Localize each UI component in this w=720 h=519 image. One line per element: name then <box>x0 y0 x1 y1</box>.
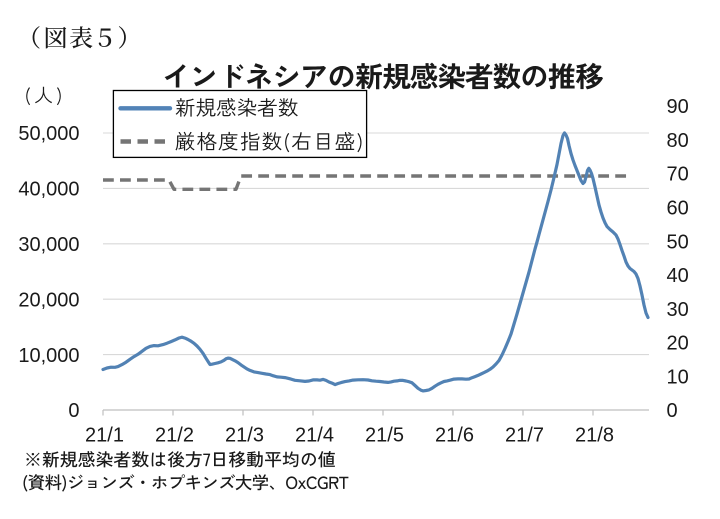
svg-text:21/8: 21/8 <box>575 425 614 447</box>
svg-text:80: 80 <box>667 130 689 152</box>
svg-text:10,000: 10,000 <box>18 345 79 367</box>
svg-text:30,000: 30,000 <box>18 234 79 256</box>
svg-text:21/2: 21/2 <box>155 425 194 447</box>
svg-text:70: 70 <box>667 164 689 186</box>
svg-text:50,000: 50,000 <box>18 123 79 145</box>
svg-text:50: 50 <box>667 231 689 253</box>
svg-text:30: 30 <box>667 299 689 321</box>
svg-text:60: 60 <box>667 198 689 220</box>
svg-text:0: 0 <box>667 400 678 422</box>
svg-text:21/5: 21/5 <box>365 425 404 447</box>
svg-text:21/1: 21/1 <box>85 425 124 447</box>
svg-text:90: 90 <box>667 96 689 118</box>
svg-text:21/7: 21/7 <box>505 425 544 447</box>
svg-text:0: 0 <box>68 400 79 422</box>
svg-text:40: 40 <box>667 265 689 287</box>
svg-text:21/6: 21/6 <box>435 425 474 447</box>
svg-text:40,000: 40,000 <box>18 179 79 201</box>
svg-text:20: 20 <box>667 333 689 355</box>
svg-text:21/3: 21/3 <box>225 425 264 447</box>
svg-text:20,000: 20,000 <box>18 289 79 311</box>
svg-text:10: 10 <box>667 366 689 388</box>
svg-text:21/4: 21/4 <box>295 425 334 447</box>
